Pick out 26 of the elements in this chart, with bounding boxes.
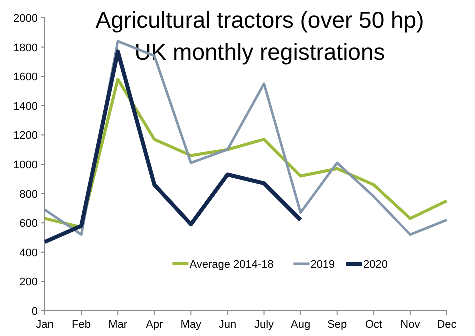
y-tick-label: 1000: [14, 160, 38, 172]
x-tick-label: Oct: [365, 319, 382, 331]
x-tick-label: Aug: [291, 319, 311, 331]
x-tick-label: Sep: [328, 319, 348, 331]
y-tick-label: 1200: [14, 130, 38, 142]
y-tick-label: 1400: [14, 100, 38, 113]
x-tick-label: Mar: [108, 319, 128, 331]
x-tick-label: Apr: [146, 319, 164, 331]
x-tick-label: Dec: [437, 319, 458, 331]
y-tick-label: 2000: [14, 13, 38, 25]
y-tick-label: 200: [20, 276, 38, 289]
legend-label: 2020: [364, 259, 388, 271]
y-tick-label: 800: [20, 188, 38, 201]
y-tick-label: 400: [20, 247, 38, 260]
y-tick-label: 600: [20, 218, 38, 230]
y-tick-label: 0: [32, 306, 38, 318]
x-tick-label: July: [254, 319, 275, 331]
y-tick-label: 1800: [14, 42, 38, 54]
y-tick-label: 1600: [14, 72, 38, 84]
x-tick-label: Jun: [218, 319, 237, 331]
x-tick-label: Feb: [72, 319, 92, 331]
x-tick-label: Jan: [36, 319, 54, 331]
legend-label: Average 2014-18: [190, 259, 274, 271]
legend-label: 2019: [310, 259, 336, 271]
x-tick-label: Nov: [400, 319, 421, 331]
x-tick-label: May: [180, 319, 202, 331]
